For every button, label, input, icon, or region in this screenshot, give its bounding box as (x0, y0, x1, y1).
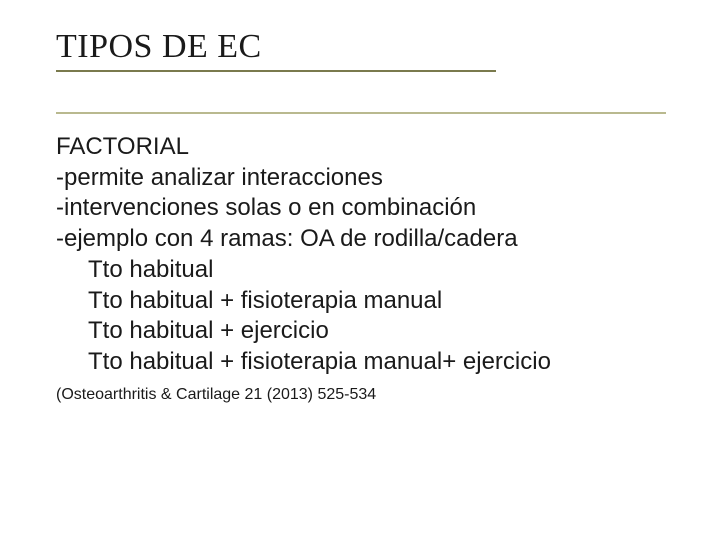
divider-top (56, 70, 496, 72)
bullet-line: -ejemplo con 4 ramas: OA de rodilla/cade… (56, 224, 664, 255)
title-block: TIPOS DE EC (56, 28, 664, 122)
slide: TIPOS DE EC FACTORIAL -permite analizar … (0, 0, 720, 540)
reference: (Osteoarthritis & Cartilage 21 (2013) 52… (56, 386, 664, 404)
bullet-line: -permite analizar interacciones (56, 163, 664, 194)
sublist-line: Tto habitual + fisioterapia manual+ ejer… (56, 347, 664, 378)
slide-title: TIPOS DE EC (56, 28, 664, 66)
body-heading: FACTORIAL (56, 132, 664, 163)
divider-bottom (56, 112, 666, 114)
body-text: FACTORIAL -permite analizar interaccione… (56, 132, 664, 378)
bullet-line: -intervenciones solas o en combinación (56, 193, 664, 224)
sublist-line: Tto habitual + fisioterapia manual (56, 286, 664, 317)
sublist-line: Tto habitual (56, 255, 664, 286)
sublist-line: Tto habitual + ejercicio (56, 316, 664, 347)
